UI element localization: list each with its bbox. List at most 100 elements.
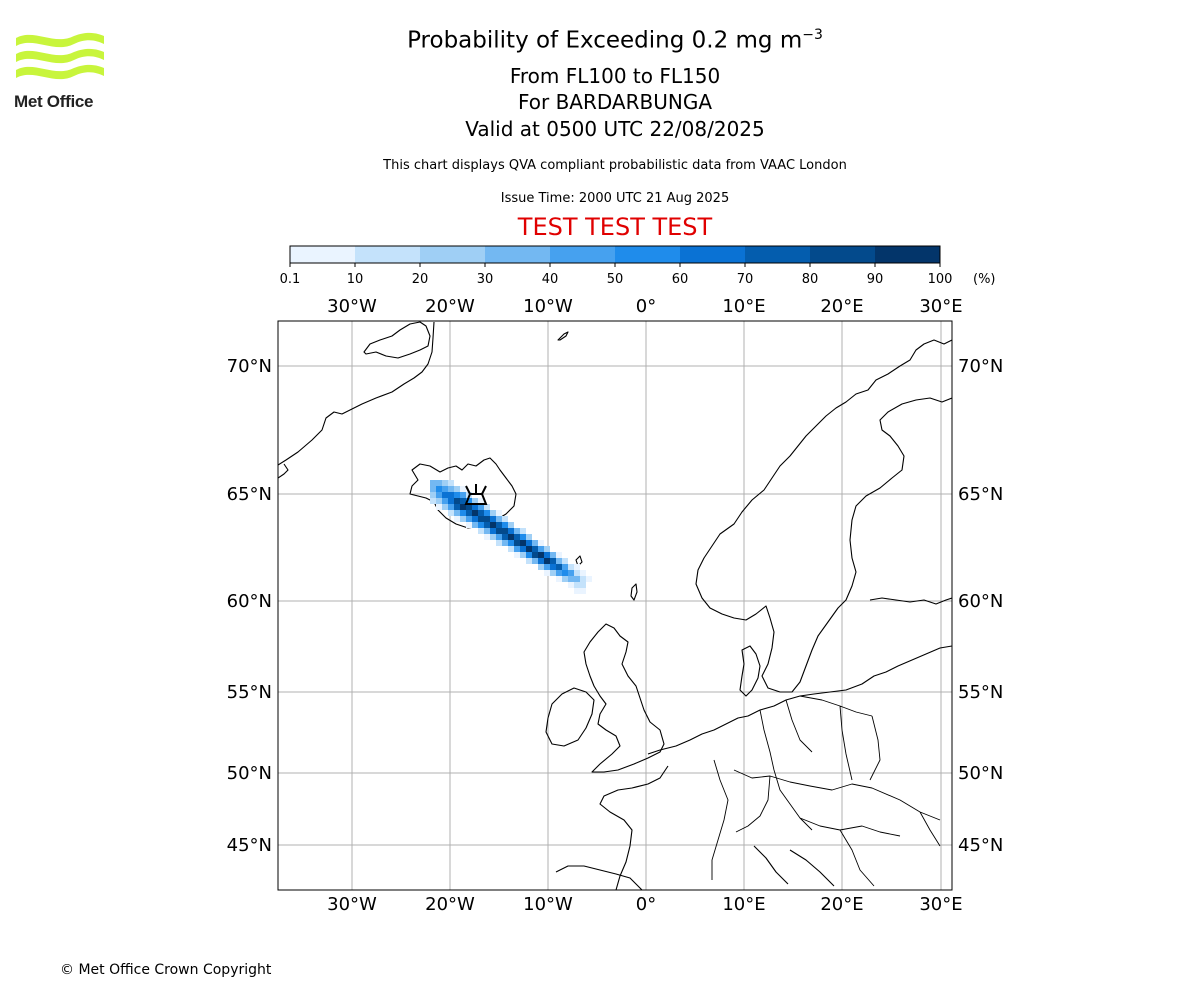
plume-cell bbox=[502, 534, 508, 540]
plume-cell bbox=[532, 558, 538, 564]
plume-cell bbox=[550, 552, 556, 558]
lat-label-right: 60°N bbox=[958, 591, 1003, 612]
plume-cell bbox=[520, 528, 526, 534]
lon-label-bottom: 30°W bbox=[327, 894, 377, 915]
lon-label-top: 10°E bbox=[722, 296, 765, 317]
plume-cell bbox=[436, 486, 442, 492]
plume-cell bbox=[514, 546, 520, 552]
plume-cell bbox=[448, 492, 454, 498]
plume-cell bbox=[496, 528, 502, 534]
plume-cell bbox=[466, 510, 472, 516]
plume-cell bbox=[454, 492, 460, 498]
plume-cell bbox=[442, 486, 448, 492]
plume-cell bbox=[478, 528, 484, 534]
plume-cell bbox=[484, 516, 490, 522]
map: 30°W 20°W 10°W 0° 10°E 20°E 30°E 30°W 20°W 10°W 0°… bbox=[0, 0, 1200, 960]
plume-cell bbox=[574, 564, 580, 570]
plume-cell bbox=[586, 576, 592, 582]
lon-label-bottom: 20°E bbox=[820, 894, 863, 915]
plume-cell bbox=[550, 558, 556, 564]
plume-cell bbox=[562, 576, 568, 582]
plume-cell bbox=[484, 534, 490, 540]
plume-cell bbox=[538, 564, 544, 570]
plume-cell bbox=[502, 522, 508, 528]
plume-cell bbox=[490, 528, 496, 534]
lon-label-bottom: 30°E bbox=[919, 894, 962, 915]
plume-cell bbox=[460, 486, 466, 492]
plume-cell bbox=[430, 486, 436, 492]
plume-cell bbox=[484, 522, 490, 528]
plume-cell bbox=[502, 528, 508, 534]
lon-label-top: 10°W bbox=[523, 296, 573, 317]
plume-cell bbox=[580, 588, 586, 594]
plume-cell bbox=[442, 504, 448, 510]
plume-cell bbox=[460, 492, 466, 498]
copyright: © Met Office Crown Copyright bbox=[60, 962, 271, 978]
plume-cell bbox=[454, 510, 460, 516]
lat-label-left: 60°N bbox=[227, 591, 272, 612]
plume-cell bbox=[436, 498, 442, 504]
plume-cell bbox=[550, 564, 556, 570]
plume-cell bbox=[574, 588, 580, 594]
plume-cell bbox=[508, 528, 514, 534]
plume-cell bbox=[436, 504, 442, 510]
lat-label-right: 70°N bbox=[958, 356, 1003, 377]
plume-cell bbox=[454, 516, 460, 522]
lon-label-top: 20°E bbox=[820, 296, 863, 317]
plume-cell bbox=[556, 576, 562, 582]
plume-cell bbox=[442, 480, 448, 486]
plume-cell bbox=[526, 534, 532, 540]
plume-cell bbox=[562, 570, 568, 576]
plume-cell bbox=[466, 516, 472, 522]
plume-cell bbox=[478, 510, 484, 516]
lon-label-bottom: 10°E bbox=[722, 894, 765, 915]
plume-cell bbox=[544, 564, 550, 570]
plume-cell bbox=[436, 480, 442, 486]
plume-cell bbox=[430, 492, 436, 498]
plume-cell bbox=[436, 492, 442, 498]
plume-cell bbox=[496, 522, 502, 528]
lat-label-left: 45°N bbox=[227, 835, 272, 856]
lon-label-top: 0° bbox=[636, 296, 656, 317]
lat-label-right: 45°N bbox=[958, 835, 1003, 856]
plume-cell bbox=[472, 510, 478, 516]
plume-cell bbox=[520, 534, 526, 540]
plume-cell bbox=[532, 546, 538, 552]
plume-cell bbox=[454, 504, 460, 510]
plume-cell bbox=[448, 504, 454, 510]
plume-cell bbox=[454, 486, 460, 492]
lon-label-top: 30°E bbox=[919, 296, 962, 317]
plume-cell bbox=[514, 528, 520, 534]
lat-label-right: 65°N bbox=[958, 484, 1003, 505]
plume-cell bbox=[472, 516, 478, 522]
plume-cell bbox=[478, 516, 484, 522]
plume-cell bbox=[520, 546, 526, 552]
plume-cell bbox=[460, 510, 466, 516]
plume-cell bbox=[508, 534, 514, 540]
plume-cell bbox=[580, 576, 586, 582]
plume-cell bbox=[538, 558, 544, 564]
plume-cell bbox=[472, 522, 478, 528]
plume-cell bbox=[562, 564, 568, 570]
plume-cell bbox=[532, 540, 538, 546]
plume-cell bbox=[496, 516, 502, 522]
plume-cell bbox=[580, 582, 586, 588]
map-background bbox=[278, 321, 952, 890]
plume-cell bbox=[490, 516, 496, 522]
plume-cell bbox=[526, 558, 532, 564]
plume-cell bbox=[520, 540, 526, 546]
plume-cell bbox=[544, 552, 550, 558]
plume-cell bbox=[430, 498, 436, 504]
plume-cell bbox=[466, 522, 472, 528]
plume-cell bbox=[508, 522, 514, 528]
plume-cell bbox=[544, 546, 550, 552]
plume-cell bbox=[568, 576, 574, 582]
lat-label-right: 55°N bbox=[958, 682, 1003, 703]
plume-cell bbox=[508, 540, 514, 546]
plume-cell bbox=[532, 552, 538, 558]
plume-cell bbox=[544, 558, 550, 564]
plume-cell bbox=[490, 534, 496, 540]
plume-cell bbox=[544, 570, 550, 576]
plume-cell bbox=[496, 534, 502, 540]
plume-cell bbox=[508, 546, 514, 552]
